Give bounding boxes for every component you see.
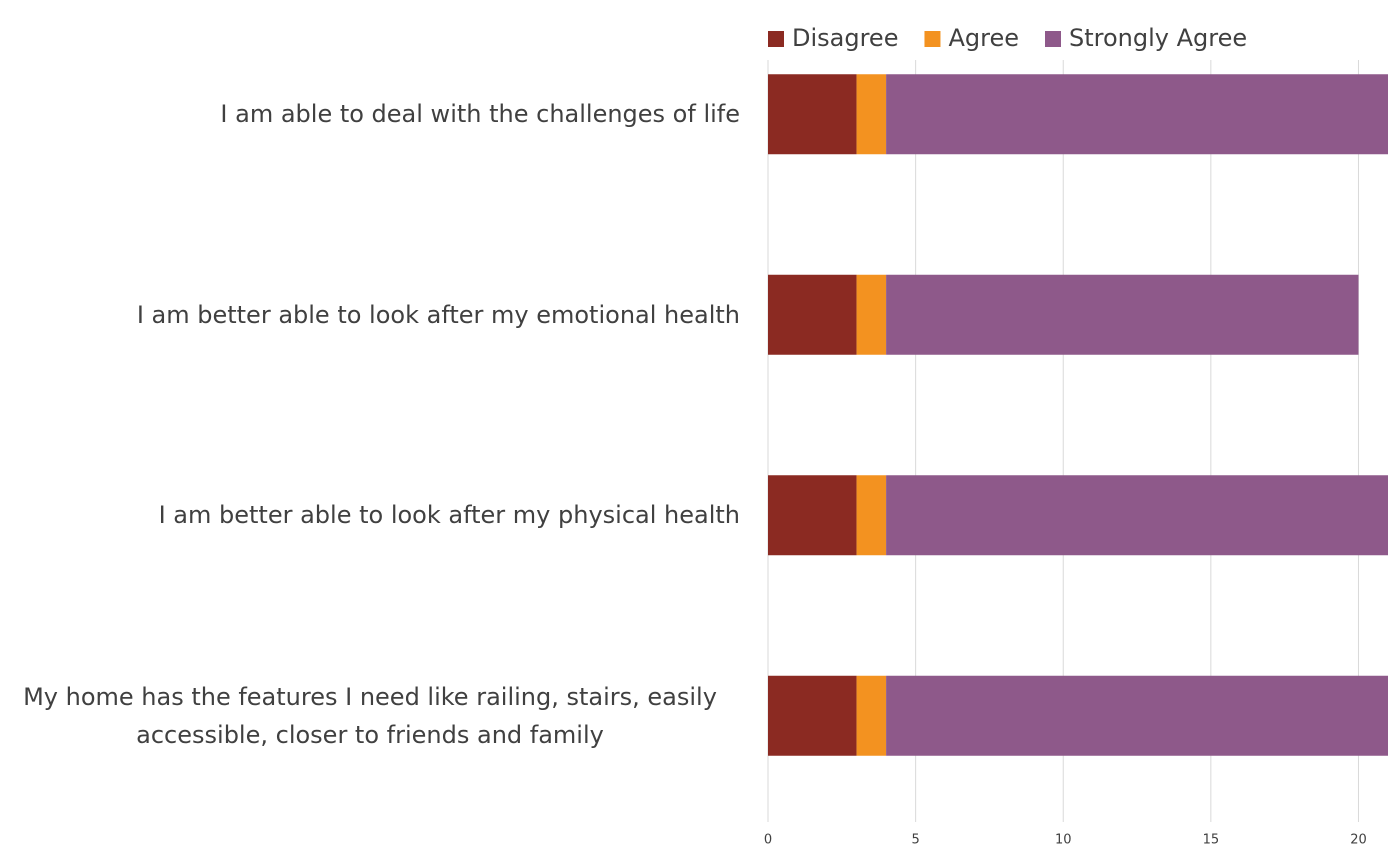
y-tick-label: I am able to deal with the challenges of… xyxy=(220,100,740,129)
y-tick-label: I am better able to look after my emotio… xyxy=(136,300,740,329)
category-label-box: I am better able to look after my physic… xyxy=(0,496,740,534)
legend-label: Disagree xyxy=(792,24,898,52)
bar-segment xyxy=(886,274,1359,355)
category-label-box: My home has the features I need like rai… xyxy=(0,678,740,754)
category-label-box: I am better able to look after my emotio… xyxy=(0,296,740,334)
legend-label: Strongly Agree xyxy=(1069,24,1247,52)
legend-label: Agree xyxy=(948,24,1019,52)
x-tick-label: 15 xyxy=(1203,833,1220,848)
x-tick-label: 0 xyxy=(764,833,772,848)
bar-segment xyxy=(856,475,887,556)
bar-segment xyxy=(768,675,857,756)
bar-segment xyxy=(768,475,857,556)
legend-swatch xyxy=(924,31,941,47)
bar-segment xyxy=(886,74,1388,155)
bar-segment xyxy=(886,675,1388,756)
y-tick-label: I am better able to look after my physic… xyxy=(158,501,740,530)
legend-swatch xyxy=(1045,31,1061,47)
bar-segment xyxy=(768,274,857,355)
x-tick-label: 10 xyxy=(1055,833,1072,848)
bar-segment xyxy=(856,74,887,155)
bar-segment xyxy=(886,475,1388,556)
category-label-box: I am able to deal with the challenges of… xyxy=(0,95,740,133)
bar-segment xyxy=(856,675,887,756)
bar-segment xyxy=(768,74,857,155)
x-tick-label: 20 xyxy=(1350,833,1367,848)
x-tick-label: 5 xyxy=(911,833,919,848)
bar-segment xyxy=(856,274,887,355)
y-tick-label: My home has the features I need like rai… xyxy=(23,682,717,749)
legend-swatch xyxy=(768,31,784,47)
